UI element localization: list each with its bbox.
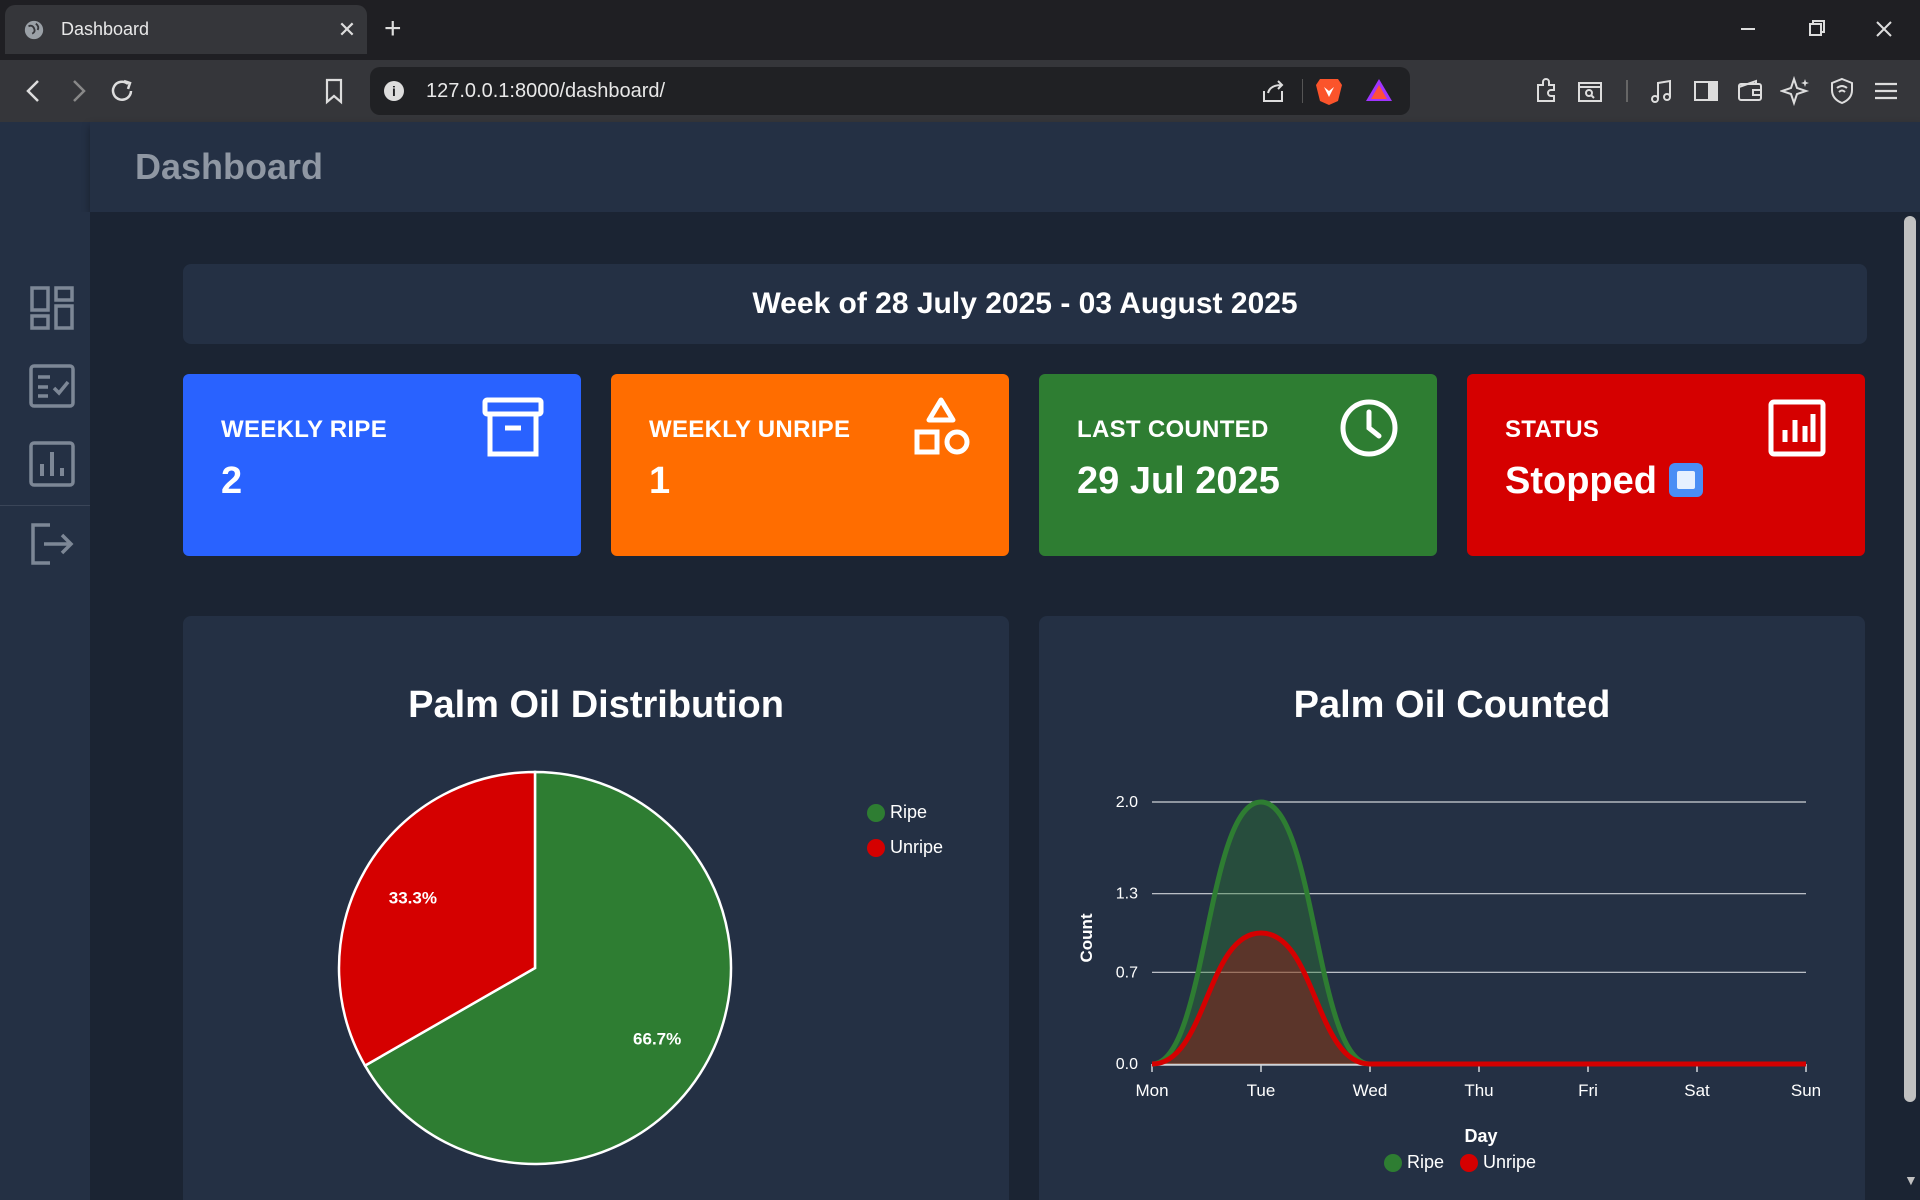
weekly-unripe-label: WEEKLY UNRIPE (649, 416, 851, 443)
pie-legend-unripe[interactable]: Unripe (867, 837, 943, 858)
new-tab-button[interactable]: + (384, 12, 402, 45)
area-legend-label-unripe: Unripe (1483, 1152, 1537, 1172)
forward-icon[interactable] (62, 75, 94, 107)
last-counted-label: LAST COUNTED (1077, 416, 1269, 443)
close-window-icon[interactable] (1864, 16, 1904, 42)
status-value-wrap: Stopped (1505, 460, 1703, 503)
pie-chart: 66.7% 33.3% (337, 770, 733, 1166)
pie-slice-unripe[interactable] (337, 770, 537, 1068)
ai-sparkle-icon[interactable] (1780, 75, 1812, 107)
area-legend-dot-unripe (1460, 1153, 1478, 1172)
x-tick-label: Mon (1135, 1081, 1168, 1100)
archive-icon (482, 397, 544, 457)
legend-dot-ripe (867, 803, 885, 822)
browser-tab-bar: Dashboard ✕ + (0, 0, 1920, 60)
last-counted-value: 29 Jul 2025 (1077, 460, 1280, 502)
stop-icon (1668, 463, 1703, 497)
reload-icon[interactable] (106, 75, 138, 107)
x-tick-label: Wed (1353, 1081, 1388, 1100)
weekly-ripe-label: WEEKLY RIPE (221, 416, 388, 443)
site-info-icon[interactable]: i (384, 81, 404, 101)
x-tick-label: Fri (1578, 1081, 1598, 1100)
menu-icon[interactable] (1870, 75, 1902, 107)
y-tick-label: 1.3 (1116, 886, 1138, 903)
area-legend-unripe[interactable]: Unripe (1460, 1152, 1536, 1173)
weekly-ripe-card: WEEKLY RIPE 2 (183, 374, 581, 556)
globe-icon (24, 20, 44, 39)
status-label: STATUS (1505, 416, 1600, 443)
toolbar-divider (1626, 80, 1628, 102)
x-tick-label: Sat (1684, 1081, 1710, 1100)
distribution-title: Palm Oil Distribution (408, 684, 784, 726)
brave-rewards-icon[interactable] (1364, 75, 1394, 107)
weekly-unripe-value: 1 (649, 460, 671, 502)
counted-panel: Palm Oil Counted 0.0 0.7 1.3 2.0 Mon Tue Wed Th… (1039, 616, 1865, 1200)
dashboard-icon[interactable] (28, 284, 76, 332)
area-legend-label-ripe: Ripe (1407, 1152, 1445, 1172)
browser-tab[interactable]: Dashboard ✕ (5, 5, 367, 54)
pie-legend-ripe[interactable]: Ripe (867, 802, 927, 823)
weekly-ripe-value: 2 (221, 460, 243, 502)
page-title: Dashboard (135, 146, 324, 187)
legend-label-ripe: Ripe (890, 802, 928, 822)
pie-label-ripe: 66.7% (633, 1030, 681, 1049)
url-text[interactable]: 127.0.0.1:8000/dashboard/ (426, 79, 666, 102)
weekly-unripe-card: WEEKLY UNRIPE 1 (611, 374, 1009, 556)
omnibox-divider (1302, 79, 1303, 103)
legend-label-unripe: Unripe (890, 837, 944, 857)
pie-label-unripe: 33.3% (389, 888, 437, 907)
distribution-panel: Palm Oil Distribution 66.7% 33.3% Ripe Un… (183, 616, 1009, 1200)
series-line-unripe[interactable] (1151, 930, 1806, 1067)
wallet-icon[interactable] (1734, 75, 1766, 107)
y-axis-title: Count (1077, 913, 1096, 963)
scroll-down-icon[interactable]: ▼ (1904, 1172, 1918, 1188)
reader-search-icon[interactable] (1574, 75, 1606, 107)
analytics-icon[interactable] (28, 440, 76, 488)
scrollbar-thumb[interactable] (1904, 216, 1916, 1102)
tab-title: Dashboard (61, 19, 150, 39)
x-tick-label: Sun (1791, 1081, 1821, 1100)
app-header: Dashboard (90, 122, 1920, 212)
address-bar[interactable]: i 127.0.0.1:8000/dashboard/ (370, 67, 1410, 115)
scrollbar[interactable]: ▼ (1900, 212, 1920, 1200)
week-banner: Week of 28 July 2025 - 03 August 2025 (183, 264, 1867, 344)
legend-dot-unripe (867, 838, 885, 857)
tab-close-icon[interactable]: ✕ (337, 16, 357, 42)
x-tick-label: Tue (1247, 1081, 1276, 1100)
back-icon[interactable] (18, 75, 50, 107)
sidebar (0, 212, 90, 1200)
area-legend-ripe[interactable]: Ripe (1384, 1152, 1444, 1173)
status-card: STATUS Stopped (1467, 374, 1865, 556)
x-tick-label: Thu (1464, 1081, 1493, 1100)
counted-title: Palm Oil Counted (1293, 684, 1611, 726)
logout-icon[interactable] (28, 520, 76, 568)
area-fill-unripe (1152, 933, 1806, 1064)
pie-slice-ripe[interactable] (363, 770, 733, 1166)
y-tick-label: 2.0 (1116, 794, 1138, 811)
y-tick-label: 0.7 (1116, 964, 1138, 981)
bar-chart-icon (1768, 399, 1826, 457)
share-icon[interactable] (1260, 77, 1288, 105)
browser-toolbar: i 127.0.0.1:8000/dashboard/ (0, 60, 1920, 122)
y-tick-label: 0.0 (1116, 1056, 1138, 1073)
sidebar-divider (0, 505, 90, 506)
music-icon[interactable] (1646, 75, 1678, 107)
last-counted-card: LAST COUNTED 29 Jul 2025 (1039, 374, 1437, 556)
area-legend-dot-ripe (1384, 1153, 1402, 1172)
shapes-icon (914, 397, 970, 455)
minimize-icon[interactable] (1728, 16, 1768, 42)
area-chart: 0.0 0.7 1.3 2.0 Mon Tue Wed Thu Fri Sat Sun (1116, 794, 1821, 1100)
vpn-shield-icon[interactable] (1826, 75, 1858, 107)
status-value: Stopped (1505, 460, 1657, 502)
restore-icon[interactable] (1796, 16, 1836, 42)
clock-icon (1340, 399, 1398, 457)
brave-shield-icon[interactable] (1314, 75, 1344, 107)
x-axis-title: Day (1464, 1126, 1498, 1146)
extensions-icon[interactable] (1530, 75, 1562, 107)
sidebar-toggle-icon[interactable] (1690, 75, 1722, 107)
header-left-strip (0, 122, 90, 212)
bookmark-icon[interactable] (318, 75, 350, 107)
checklist-icon[interactable] (28, 362, 76, 410)
